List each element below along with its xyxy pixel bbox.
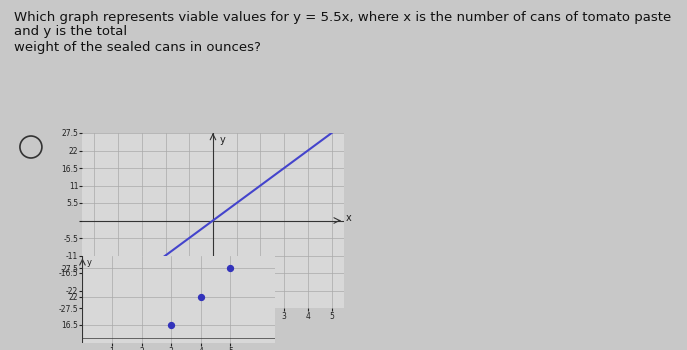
Point	[225, 266, 236, 271]
Point	[195, 294, 206, 300]
Text: Which graph represents viable values for y = 5.5x, where x is the number of cans: Which graph represents viable values for…	[14, 10, 671, 54]
Text: x: x	[346, 213, 352, 223]
Text: y: y	[87, 258, 92, 267]
Text: y: y	[220, 135, 226, 145]
Point	[166, 322, 177, 328]
